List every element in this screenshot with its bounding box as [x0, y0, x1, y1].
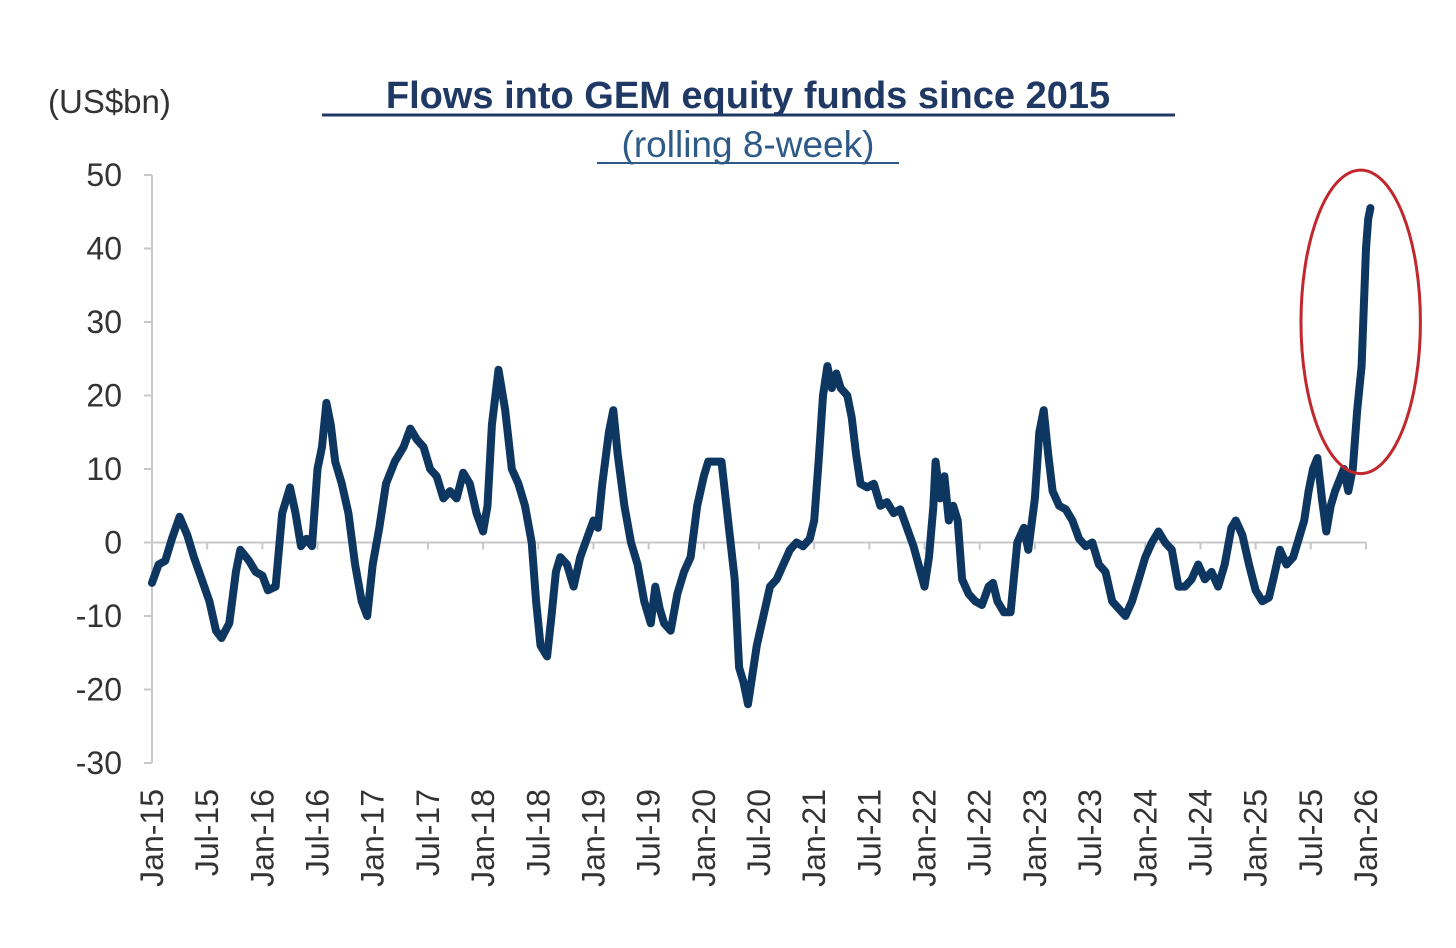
x-tick-label: Jan-26	[1348, 789, 1384, 887]
y-tick-labels: 50 40 30 20 10 0 -10 -20 -30	[76, 157, 122, 781]
y-tick-label: 50	[86, 157, 122, 193]
x-tick-label: Jul-24	[1182, 789, 1218, 876]
x-tick-label: Jan-22	[907, 789, 943, 887]
x-tick-label: Jul-18	[520, 789, 556, 876]
x-tick-label: Jul-16	[300, 789, 336, 876]
x-tick-label: Jul-22	[962, 789, 998, 876]
series-layer	[148, 204, 1375, 709]
x-tick-label: Jan-23	[1017, 789, 1053, 887]
x-tick-label: Jan-15	[134, 789, 170, 887]
y-tick-label: 10	[86, 451, 122, 487]
x-tick-label: Jan-18	[465, 789, 501, 887]
y-tick-label: 0	[104, 525, 122, 561]
x-tick-label: Jul-23	[1072, 789, 1108, 876]
y-tick-label: -20	[76, 672, 122, 708]
x-tick-label: Jan-16	[244, 789, 280, 887]
series-line	[148, 204, 1375, 709]
chart-title: Flows into GEM equity funds since 2015	[386, 75, 1110, 117]
x-tick-label: Jan-25	[1238, 789, 1274, 887]
x-tick-label: Jul-21	[851, 789, 887, 876]
x-tick-label: Jan-19	[575, 789, 611, 887]
x-tick-label: Jan-20	[686, 789, 722, 887]
x-tick-label: Jan-24	[1127, 789, 1163, 887]
y-tick-label: -10	[76, 598, 122, 634]
x-tick-labels: Jan-15 Jul-15 Jan-16 Jul-16 Jan-17 Jul-17 Jan-…	[134, 789, 1384, 887]
annotation-layer	[1299, 168, 1422, 476]
x-tick-label: Jan-17	[355, 789, 391, 887]
x-tick-label: Jul-19	[631, 789, 667, 876]
y-tick-label: 20	[86, 378, 122, 414]
y-tick-label: -30	[76, 745, 122, 781]
x-tick-label: Jul-17	[410, 789, 446, 876]
x-tick-label: Jul-15	[189, 789, 225, 876]
x-tick-label: Jan-21	[796, 789, 832, 887]
chart-subtitle: (rolling 8-week)	[622, 124, 875, 165]
y-axis-unit-label: (US$bn)	[48, 83, 171, 120]
x-tick-label: Jul-20	[741, 789, 777, 876]
y-tick-label: 30	[86, 304, 122, 340]
x-tick-label: Jul-25	[1293, 789, 1329, 876]
highlight-ellipse	[1299, 168, 1422, 476]
y-tick-label: 40	[86, 231, 122, 267]
